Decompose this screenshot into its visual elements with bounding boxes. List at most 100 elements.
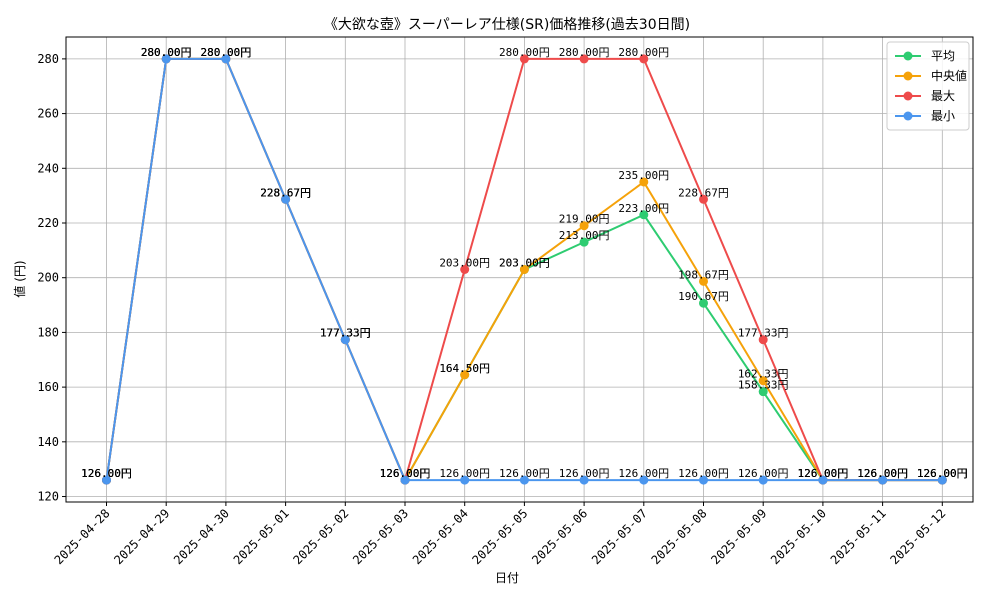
plot-frame bbox=[65, 36, 974, 503]
series-point-4 bbox=[519, 475, 529, 485]
data-label: 126.00円 bbox=[857, 467, 908, 480]
data-label: 177.33円 bbox=[738, 327, 789, 340]
data-label: 223.00円 bbox=[618, 202, 669, 215]
data-label: 280.00円 bbox=[201, 46, 252, 59]
x-axis-title: 日付 bbox=[495, 571, 519, 585]
series-point-2 bbox=[519, 265, 529, 274]
data-label: 203.00円 bbox=[439, 257, 490, 270]
data-label: 126.00円 bbox=[499, 467, 550, 480]
data-label: 126.00円 bbox=[798, 467, 849, 480]
data-label: 213.00円 bbox=[559, 229, 610, 242]
series-point-1 bbox=[639, 210, 649, 220]
legend-marker bbox=[903, 111, 913, 121]
data-label: 203.00円 bbox=[499, 257, 550, 270]
series-point-4 bbox=[937, 475, 947, 485]
data-label: 126.00円 bbox=[857, 467, 908, 480]
legend-box bbox=[886, 41, 970, 131]
chart-title: 《大欲な壺》スーパーレア仕様(SR)価格推移(過去30日間) bbox=[324, 17, 690, 33]
legend-marker bbox=[903, 51, 913, 61]
y-tick-label: 120 bbox=[37, 490, 59, 504]
data-label: 126.00円 bbox=[857, 467, 908, 480]
data-label: 235.00円 bbox=[618, 169, 669, 182]
series-point-4 bbox=[699, 475, 708, 485]
data-label: 126.00円 bbox=[559, 467, 610, 480]
series-point-4 bbox=[639, 475, 649, 485]
data-label: 126.00円 bbox=[81, 467, 132, 480]
data-label: 158.33円 bbox=[738, 379, 789, 392]
data-label: 126.00円 bbox=[380, 467, 431, 480]
series-point-4 bbox=[102, 475, 111, 485]
data-label: 126.00円 bbox=[380, 467, 431, 480]
data-label: 177.33円 bbox=[320, 327, 371, 340]
series-point-2 bbox=[758, 376, 768, 386]
data-label: 228.67円 bbox=[260, 186, 311, 199]
data-label: 126.00円 bbox=[798, 467, 849, 480]
data-label: 126.00円 bbox=[618, 467, 669, 480]
data-label: 126.00円 bbox=[81, 467, 132, 480]
y-tick-label: 160 bbox=[37, 380, 59, 394]
data-label: 280.00円 bbox=[141, 46, 192, 59]
series-point-4 bbox=[400, 475, 410, 485]
series-point-4 bbox=[161, 54, 171, 64]
series-point-4 bbox=[460, 475, 470, 485]
data-label: 164.50円 bbox=[439, 362, 490, 375]
data-label: 228.67円 bbox=[260, 186, 311, 199]
data-label: 280.00円 bbox=[201, 46, 252, 59]
data-label: 280.00円 bbox=[141, 46, 192, 59]
series-point-4 bbox=[340, 335, 350, 345]
data-label: 126.00円 bbox=[798, 467, 849, 480]
y-tick-label: 200 bbox=[37, 271, 59, 285]
legend-label: 中央値 bbox=[931, 68, 967, 83]
y-tick-label: 280 bbox=[37, 52, 59, 66]
data-label: 126.00円 bbox=[917, 467, 968, 480]
data-label: 126.00円 bbox=[439, 467, 490, 480]
y-tick-label: 220 bbox=[37, 216, 59, 230]
series-point-1 bbox=[579, 237, 589, 247]
data-label: 126.00円 bbox=[678, 467, 729, 480]
data-label: 126.00円 bbox=[917, 467, 968, 480]
data-label: 228.67円 bbox=[678, 186, 729, 199]
data-label: 198.67円 bbox=[678, 268, 729, 281]
data-label: 177.33円 bbox=[320, 327, 371, 340]
data-label: 126.00円 bbox=[798, 467, 849, 480]
legend-marker bbox=[903, 91, 913, 101]
series-point-1 bbox=[758, 387, 768, 397]
data-label: 126.00円 bbox=[380, 467, 431, 480]
data-label: 219.00円 bbox=[559, 213, 610, 226]
data-label: 190.67円 bbox=[678, 290, 729, 303]
data-label: 126.00円 bbox=[81, 467, 132, 480]
data-label: 280.00円 bbox=[618, 46, 669, 59]
series-point-3 bbox=[519, 54, 529, 64]
series-point-2 bbox=[699, 276, 708, 286]
series-point-1 bbox=[699, 298, 708, 308]
series-point-2 bbox=[460, 370, 470, 380]
data-label: 280.00円 bbox=[201, 46, 252, 59]
data-label: 126.00円 bbox=[917, 467, 968, 480]
series-point-4 bbox=[758, 475, 768, 485]
data-label: 280.00円 bbox=[559, 46, 610, 59]
data-label: 126.00円 bbox=[380, 467, 431, 480]
y-tick-label: 240 bbox=[37, 161, 59, 175]
legend-marker bbox=[903, 71, 913, 81]
data-label: 164.50円 bbox=[439, 362, 490, 375]
series-point-3 bbox=[460, 265, 470, 274]
series-point-4 bbox=[818, 475, 828, 485]
data-label: 280.00円 bbox=[499, 46, 550, 59]
data-label: 203.00円 bbox=[499, 257, 550, 270]
data-label: 177.33円 bbox=[320, 327, 371, 340]
data-label: 280.00円 bbox=[141, 46, 192, 59]
data-label: 126.00円 bbox=[738, 467, 789, 480]
data-label: 162.33円 bbox=[738, 368, 789, 381]
series-point-2 bbox=[639, 177, 649, 187]
data-label: 126.00円 bbox=[917, 467, 968, 480]
y-axis-title: 値 (円) bbox=[12, 260, 27, 297]
series-point-3 bbox=[639, 54, 649, 64]
data-label: 126.00円 bbox=[81, 467, 132, 480]
series-point-4 bbox=[221, 54, 231, 64]
data-label: 177.33円 bbox=[320, 327, 371, 340]
series-point-4 bbox=[579, 475, 589, 485]
y-tick-label: 140 bbox=[37, 435, 59, 449]
series-point-4 bbox=[281, 194, 291, 204]
legend-label: 最小 bbox=[931, 109, 955, 123]
